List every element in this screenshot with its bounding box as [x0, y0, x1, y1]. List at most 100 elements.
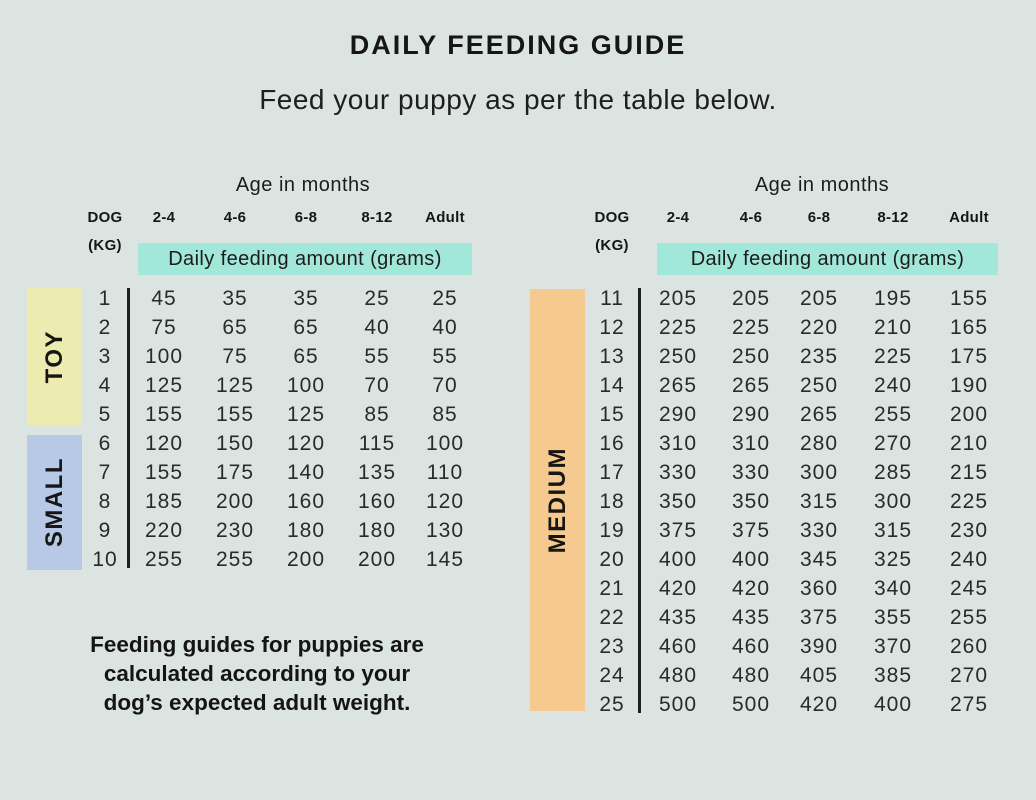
feeding-amount-value: 75 — [151, 315, 177, 339]
feeding-amount-value: 240 — [873, 373, 913, 397]
age-column-header-8-12: 8-12 — [877, 208, 909, 226]
feeding-amount-value: 285 — [873, 460, 913, 484]
feeding-amount-value: 185 — [144, 489, 184, 513]
feeding-amount-value: 215 — [949, 460, 989, 484]
daily-amount-label: Daily feeding amount (grams) — [138, 243, 472, 275]
footer-line: dog’s expected adult weight. — [103, 690, 411, 715]
age-column-header-adult: Adult — [949, 208, 989, 226]
feeding-amount-value: 420 — [799, 692, 839, 716]
dog-weight-kg: 6 — [98, 431, 112, 455]
feeding-amount-value: 120 — [425, 489, 465, 513]
feeding-amount-value: 100 — [144, 344, 184, 368]
feeding-amount-value: 405 — [799, 663, 839, 687]
feeding-amount-value: 400 — [731, 547, 771, 571]
feeding-amount-value: 355 — [873, 605, 913, 629]
feeding-amount-value: 315 — [873, 518, 913, 542]
feeding-amount-value: 45 — [151, 286, 177, 310]
feeding-amount-value: 220 — [799, 315, 839, 339]
feeding-amount-value: 400 — [873, 692, 913, 716]
feeding-amount-value: 460 — [731, 634, 771, 658]
dog-weight-kg: 23 — [599, 634, 625, 658]
feeding-amount-value: 435 — [731, 605, 771, 629]
dog-weight-kg: 12 — [599, 315, 625, 339]
feeding-amount-value: 70 — [432, 373, 458, 397]
feeding-table-toy-small: Age in months DOG 2-4 4-6 6-8 8-12 Adult (KG) Da… — [27, 170, 478, 574]
feeding-amount-value: 220 — [144, 518, 184, 542]
dog-weight-kg: 4 — [98, 373, 112, 397]
feeding-amount-value: 70 — [364, 373, 390, 397]
feeding-grid-medium: Age in months DOG 2-4 4-6 6-8 8-12 Adult (KG) Da… — [530, 170, 1005, 719]
dog-weight-kg: 19 — [599, 518, 625, 542]
feeding-amount-value: 255 — [144, 547, 184, 571]
age-column-header-8-12: 8-12 — [361, 208, 393, 226]
dog-weight-kg: 15 — [599, 402, 625, 426]
feeding-amount-value: 65 — [293, 344, 319, 368]
age-in-months-label: Age in months — [754, 173, 890, 196]
feeding-amount-value: 195 — [873, 286, 913, 310]
feeding-amount-value: 330 — [658, 460, 698, 484]
feeding-amount-value: 40 — [432, 315, 458, 339]
feeding-amount-value: 190 — [949, 373, 989, 397]
feeding-amount-value: 290 — [731, 402, 771, 426]
age-column-header-adult: Adult — [425, 208, 465, 226]
feeding-amount-value: 420 — [658, 576, 698, 600]
dog-weight-kg: 5 — [98, 402, 112, 426]
size-band-toy: TOY — [27, 288, 82, 425]
size-label-toy: TOY — [40, 329, 68, 384]
dog-weight-kg: 24 — [599, 663, 625, 687]
page-subtitle: Feed your puppy as per the table below. — [259, 84, 777, 115]
feeding-amount-value: 325 — [873, 547, 913, 571]
feeding-amount-value: 65 — [293, 315, 319, 339]
age-column-header-2-4: 2-4 — [666, 208, 690, 226]
feeding-amount-value: 255 — [949, 605, 989, 629]
feeding-amount-value: 340 — [873, 576, 913, 600]
feeding-amount-value: 310 — [658, 431, 698, 455]
feeding-amount-value: 350 — [731, 489, 771, 513]
feeding-amount-value: 145 — [425, 547, 465, 571]
feeding-amount-value: 330 — [799, 518, 839, 542]
feeding-amount-value: 255 — [215, 547, 255, 571]
feeding-amount-value: 110 — [426, 460, 464, 484]
feeding-amount-value: 230 — [949, 518, 989, 542]
dog-weight-kg: 21 — [599, 576, 625, 600]
feeding-amount-value: 300 — [799, 460, 839, 484]
feeding-amount-value: 35 — [293, 286, 319, 310]
age-in-months-label: Age in months — [235, 173, 371, 196]
size-label-medium: MEDIUM — [543, 446, 571, 554]
feeding-amount-value: 155 — [215, 402, 255, 426]
dog-weight-kg: 2 — [98, 315, 112, 339]
feeding-amount-value: 210 — [949, 431, 989, 455]
feeding-amount-value: 125 — [286, 402, 326, 426]
feeding-amount-value: 205 — [731, 286, 771, 310]
feeding-amount-value: 370 — [873, 634, 913, 658]
feeding-amount-value: 255 — [873, 402, 913, 426]
feeding-amount-value: 265 — [799, 402, 839, 426]
kg-column-header: (KG) — [595, 237, 629, 254]
feeding-amount-value: 480 — [731, 663, 771, 687]
feeding-amount-value: 330 — [731, 460, 771, 484]
feeding-amount-value: 85 — [364, 402, 390, 426]
feeding-table-medium: Age in months DOG 2-4 4-6 6-8 8-12 Adult (KG) Da… — [530, 170, 1005, 719]
feeding-amount-value: 350 — [658, 489, 698, 513]
age-column-header-2-4: 2-4 — [152, 208, 176, 226]
feeding-amount-value: 160 — [357, 489, 397, 513]
footer-line: Feeding guides for puppies are — [90, 632, 424, 657]
dog-weight-kg: 8 — [98, 489, 112, 513]
feeding-amount-value: 375 — [731, 518, 771, 542]
feeding-amount-value: 210 — [873, 315, 913, 339]
feeding-amount-value: 250 — [731, 344, 771, 368]
feeding-amount-value: 230 — [215, 518, 255, 542]
dog-weight-kg: 25 — [599, 692, 625, 716]
feeding-amount-value: 280 — [799, 431, 839, 455]
feeding-amount-value: 235 — [799, 344, 839, 368]
feeding-amount-value: 155 — [144, 402, 184, 426]
feeding-amount-value: 240 — [949, 547, 989, 571]
dog-weight-kg: 17 — [599, 460, 625, 484]
feeding-amount-value: 315 — [799, 489, 839, 513]
feeding-amount-value: 125 — [215, 373, 255, 397]
dog-weight-kg: 7 — [98, 460, 112, 484]
kg-column-header: (KG) — [88, 237, 122, 254]
feeding-amount-value: 25 — [364, 286, 390, 310]
dog-weight-kg: 3 — [98, 344, 112, 368]
